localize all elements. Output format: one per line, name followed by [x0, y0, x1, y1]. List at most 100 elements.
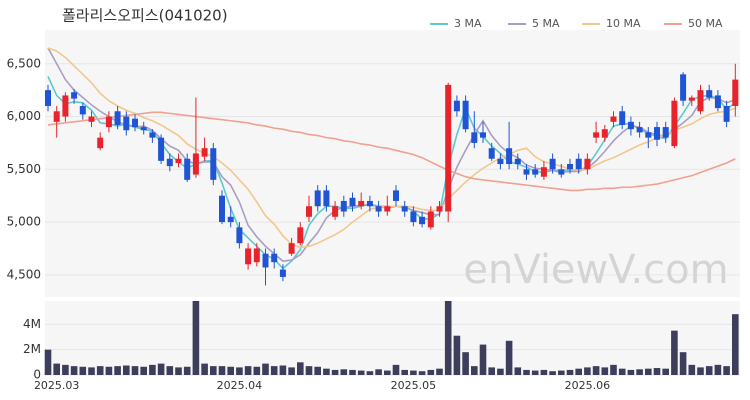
volume-bar [523, 369, 530, 375]
volume-bar [131, 366, 139, 375]
volume-bar [671, 330, 678, 375]
volume-bar [714, 364, 722, 375]
volume-bar [618, 368, 626, 375]
candle-body [358, 200, 365, 207]
candle-body [227, 216, 234, 223]
y-tick-label: 5,500 [7, 162, 41, 176]
volume-panel [45, 301, 740, 375]
volume-bar [584, 367, 591, 375]
volume-bar [540, 369, 548, 375]
candle-body [488, 148, 495, 159]
volume-bar [592, 366, 600, 375]
volume-bar [357, 370, 365, 375]
volume-bar [471, 366, 478, 375]
volume-bar [114, 366, 121, 375]
x-tick-label: 2025.04 [217, 379, 263, 392]
volume-bar [497, 368, 504, 375]
volume-bar [575, 368, 582, 375]
candle-body [262, 253, 269, 268]
volume-bar [427, 369, 435, 375]
volume-bar [253, 366, 261, 375]
candle-body [584, 158, 591, 170]
y-tick-label: 6,500 [7, 56, 41, 70]
candle-body [149, 132, 156, 138]
volume-bar [531, 370, 539, 375]
candle-body [314, 190, 321, 207]
volume-bar [88, 367, 95, 375]
volume-bar [244, 366, 252, 375]
volume-bar [488, 367, 495, 375]
candle-body [662, 127, 669, 138]
watermark: enViewV.com [463, 247, 728, 293]
ma-line [47, 47, 736, 249]
volume-bar [636, 369, 643, 375]
volume-bar [453, 335, 461, 375]
volume-bar [70, 366, 78, 375]
candle-body [210, 148, 217, 180]
volume-bar [479, 344, 487, 375]
candle-body [384, 206, 391, 212]
volume-bar [192, 301, 200, 375]
candle-body [201, 148, 208, 157]
candle-body [671, 100, 678, 147]
candle-body [575, 158, 582, 170]
candle-body [53, 111, 60, 122]
x-tick-label: 2025.03 [34, 379, 80, 392]
volume-bar [227, 366, 234, 375]
candle-body [619, 111, 626, 125]
candle-body [401, 206, 408, 212]
volume-bar [201, 363, 208, 375]
candle-body [219, 195, 225, 223]
y-tick-label: 4,500 [7, 267, 41, 281]
volume-bar [505, 340, 513, 375]
volume-bar [645, 368, 652, 375]
candle-body [697, 90, 704, 112]
volume-bar [401, 369, 408, 375]
candle-body [436, 206, 443, 212]
y-tick-label: 0 [33, 368, 41, 382]
candle-body [419, 216, 426, 225]
candle-body [453, 100, 460, 112]
volume-bar [262, 363, 269, 375]
candle-body [680, 74, 687, 101]
candle-body [105, 116, 112, 128]
volume-bar [331, 369, 339, 375]
y-tick-label: 5,000 [7, 215, 41, 229]
candle-body [297, 227, 304, 244]
legend-label: 3 MA [454, 17, 482, 30]
candle-body [688, 97, 695, 101]
candle-body [506, 148, 513, 165]
volume-bar [697, 367, 704, 375]
volume-bar [123, 365, 130, 375]
volume-bar [53, 363, 60, 375]
volume-bar [270, 366, 278, 375]
candle-body [471, 132, 478, 143]
volume-bar [436, 368, 443, 375]
candle-body [71, 92, 78, 99]
volume-bar [549, 371, 556, 375]
volume-bar [392, 364, 400, 375]
candle-body [549, 158, 556, 170]
volume-bar [140, 366, 147, 375]
plot: 4,500 5,000 5,500 6,000 6,500 enViewV.com 3 MA… [7, 17, 740, 392]
volume-bar [705, 366, 713, 375]
volume-bar [96, 366, 104, 375]
candle-body [123, 116, 130, 131]
volume-bar [462, 352, 469, 375]
candle-body [540, 167, 547, 177]
candle-body [410, 211, 417, 223]
candle-body [88, 116, 95, 122]
ma-line [47, 111, 736, 192]
volume-bar [44, 349, 52, 375]
candle-body [723, 105, 730, 122]
candle-body [132, 118, 138, 128]
volume-bar [410, 370, 417, 375]
candle-body [393, 190, 399, 201]
volume-bar [79, 366, 87, 375]
legend-label: 10 MA [606, 17, 641, 30]
volume-bar [627, 369, 635, 375]
candle-body [140, 127, 147, 131]
candle-body [654, 127, 660, 140]
candle-body [610, 116, 617, 122]
